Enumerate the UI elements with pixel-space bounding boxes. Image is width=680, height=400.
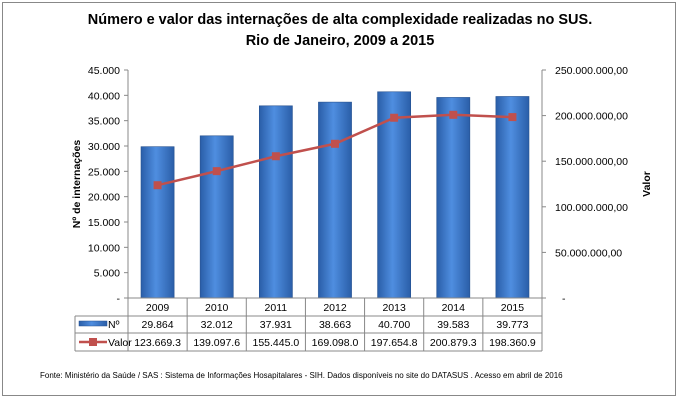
table-year: 2013 <box>382 302 406 314</box>
table-year: 2012 <box>323 302 347 314</box>
table-n-value: 32.012 <box>201 319 233 331</box>
bar-2014 <box>436 97 471 299</box>
table-n-value: 39.773 <box>496 319 528 331</box>
table-valor-value: 155.445.0 <box>252 337 299 349</box>
table-n-value: 37.931 <box>260 319 292 331</box>
y-tick-label: 30.000 <box>88 141 120 153</box>
bar-2012 <box>318 101 352 299</box>
table-valor-value: 200.879.3 <box>430 337 477 349</box>
y-tick-label: 20.000 <box>88 192 120 204</box>
source-note: Fonte: Ministério da Saúde / SAS : Siste… <box>40 371 563 380</box>
valor-point-2012 <box>331 139 339 148</box>
table-valor-value: 198.360.9 <box>489 337 536 349</box>
y2-tick-label: 50.000.000,00 <box>555 247 622 259</box>
chart-border <box>2 2 676 396</box>
valor-point-2011 <box>271 152 280 161</box>
valor-point-2013 <box>390 113 399 122</box>
valor-point-2014 <box>449 110 458 119</box>
table-year: 2009 <box>146 302 170 314</box>
bar-2013 <box>377 91 412 299</box>
y-tick-label: 10.000 <box>88 242 120 254</box>
y-tick-label: - <box>117 293 121 305</box>
table-year: 2011 <box>265 302 288 314</box>
y-axis-label: Nº de internações <box>71 140 83 229</box>
y-tick-label: 15.000 <box>88 217 120 229</box>
table-n-value: 29.864 <box>142 319 174 331</box>
valor-point-2010 <box>212 167 221 176</box>
bar-2015 <box>495 96 530 299</box>
y2-tick-label: 100.000.000,00 <box>555 202 628 214</box>
y-tick-label: 5.000 <box>94 268 120 280</box>
y2-tick-label: 250.000.000,00 <box>555 65 628 77</box>
valor-point-2015 <box>508 113 517 122</box>
table-n-value: 38.663 <box>319 319 351 331</box>
bar-2011 <box>258 105 293 299</box>
chart-subtitle: Rio de Janeiro, 2009 a 2015 <box>245 33 435 49</box>
bar-2009 <box>140 146 175 299</box>
table-valor-value: 169.098.0 <box>312 337 359 349</box>
bar-2010 <box>199 135 234 299</box>
table-year: 2010 <box>205 302 229 314</box>
chart-title: Número e valor das internações de alta c… <box>87 12 593 28</box>
table-valor-value: 139.097.6 <box>193 337 240 349</box>
legend-valor-label: Valor <box>108 337 132 349</box>
table-valor-value: 123.669.3 <box>134 337 181 349</box>
table-year: 2015 <box>501 302 525 314</box>
y-tick-label: 35.000 <box>88 116 120 128</box>
y-tick-label: 40.000 <box>88 90 120 102</box>
legend-line-marker <box>89 338 97 346</box>
valor-point-2009 <box>153 181 162 190</box>
y2-tick-label: 200.000.000,00 <box>555 111 628 123</box>
table-n-value: 39.583 <box>437 319 469 331</box>
legend-bar-swatch <box>78 320 108 327</box>
y-tick-label: 45.000 <box>88 65 120 77</box>
table-n-value: 40.700 <box>378 319 410 331</box>
y2-tick-label: - <box>562 293 566 305</box>
table-year: 2014 <box>442 302 466 314</box>
y2-tick-label: 150.000.000,00 <box>555 156 628 168</box>
table-valor-value: 197.654.8 <box>371 337 418 349</box>
y2-axis-label: Valor <box>641 171 653 197</box>
legend-n-label: Nº <box>108 319 120 331</box>
y-tick-label: 25.000 <box>88 166 120 178</box>
